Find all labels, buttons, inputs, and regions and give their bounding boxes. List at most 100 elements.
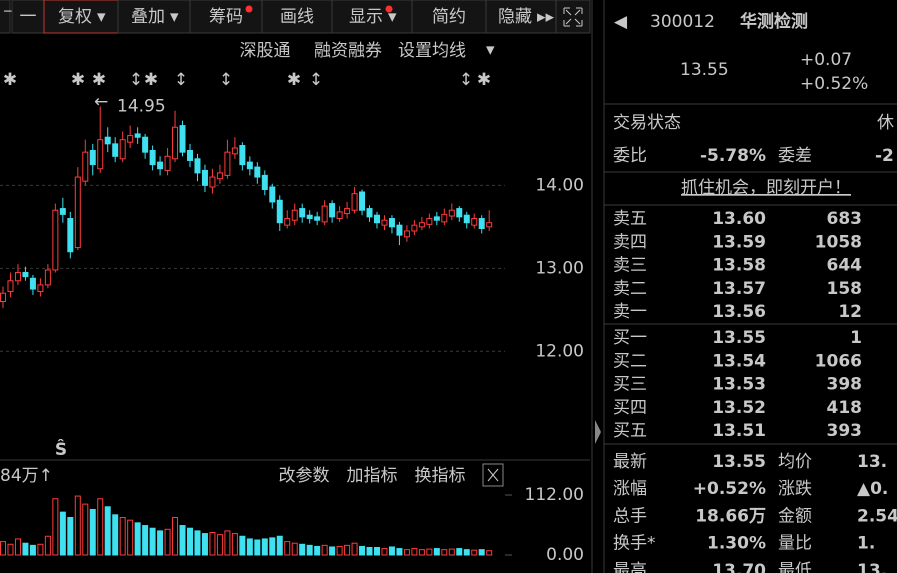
candle-body xyxy=(254,166,261,178)
indicator-menu[interactable]: 加指标 xyxy=(347,466,398,486)
collapse-handle[interactable] xyxy=(595,420,601,444)
volume-bar xyxy=(194,530,201,556)
y-tick-label: 112.00 xyxy=(525,485,584,505)
event-marker[interactable]: ✱ xyxy=(92,70,106,90)
book-volume: 418 xyxy=(827,398,863,418)
volume-bar xyxy=(22,542,29,556)
open-account-banner[interactable]: 抓住机会，即刻开户！ xyxy=(681,178,851,198)
close-indicator[interactable] xyxy=(482,463,504,487)
event-marker[interactable]: ↕ xyxy=(309,70,323,90)
candle-body xyxy=(82,151,89,182)
book-volume: 158 xyxy=(827,279,863,299)
stock-code: 300012 xyxy=(650,12,715,32)
candle-body xyxy=(366,208,373,218)
candle-body xyxy=(14,271,21,282)
volume-bar xyxy=(246,538,253,556)
sub-menu[interactable]: 设置均线 xyxy=(398,41,466,61)
candle-body xyxy=(336,211,343,220)
stat-label: 金额 xyxy=(778,506,812,526)
candle-body xyxy=(418,222,425,228)
toolbar-button[interactable] xyxy=(43,0,119,34)
candle-body xyxy=(351,193,358,211)
event-marker[interactable]: ✱ xyxy=(3,70,17,90)
volume-bar xyxy=(351,542,358,556)
event-marker[interactable]: ↕ xyxy=(174,70,188,90)
high-marker: 14.95 xyxy=(117,97,166,117)
candle-body xyxy=(231,147,238,155)
event-marker[interactable]: ✱ xyxy=(287,70,301,90)
candle-body xyxy=(344,208,351,215)
y-tick-label: 14.00 xyxy=(535,175,584,195)
volume-bar xyxy=(433,548,440,556)
high-arrow: ← xyxy=(94,92,108,112)
candle-body xyxy=(29,277,36,290)
stat-value: ▲0. xyxy=(857,479,888,499)
book-volume: 1 xyxy=(850,328,862,348)
volume-bar xyxy=(254,539,261,556)
candle-body xyxy=(209,176,216,188)
candle-body xyxy=(246,161,253,170)
book-level: 买五 xyxy=(613,421,647,441)
volume-bar xyxy=(471,549,478,556)
candle-body xyxy=(127,135,134,143)
candle-body xyxy=(433,216,440,221)
candle-body xyxy=(463,214,470,224)
book-volume: 393 xyxy=(827,421,863,441)
event-marker[interactable]: ✱ xyxy=(71,70,85,90)
volume-bar xyxy=(411,548,418,556)
candle-body xyxy=(403,230,410,238)
signal-marker[interactable]: Ŝ xyxy=(55,438,67,460)
volume-bar xyxy=(486,550,493,556)
toolbar-button[interactable] xyxy=(117,0,191,34)
volume-bar xyxy=(396,548,403,556)
event-marker[interactable]: ✱ xyxy=(144,70,158,90)
stat-label: 最新 xyxy=(613,452,647,472)
candle-body xyxy=(224,151,231,176)
candle-body xyxy=(411,224,418,232)
stat-label: 均价 xyxy=(778,452,812,472)
sub-menu[interactable]: 深股通 xyxy=(240,41,291,61)
candle-body xyxy=(172,126,179,160)
volume-bar xyxy=(29,544,36,556)
book-level: 买四 xyxy=(613,398,647,418)
fullscreen-button[interactable] xyxy=(555,0,591,34)
toolbar-button[interactable] xyxy=(261,0,333,34)
event-marker[interactable]: ↕ xyxy=(219,70,233,90)
prev-arrow[interactable]: ◀ xyxy=(614,12,628,32)
indicator-menu[interactable]: 改参数 xyxy=(279,466,330,486)
candle-body xyxy=(67,218,74,253)
candle-body xyxy=(157,161,164,170)
candle-body xyxy=(486,222,493,228)
volume-bar xyxy=(276,535,283,556)
event-marker[interactable]: ↕ xyxy=(459,70,473,90)
volume-bar xyxy=(179,525,186,556)
toolbar-button[interactable] xyxy=(485,0,557,34)
volume-bar xyxy=(104,506,111,556)
candle-body xyxy=(374,214,380,224)
volume-bar xyxy=(441,549,448,556)
volume-bar xyxy=(149,527,156,556)
candle-body xyxy=(149,149,156,166)
event-marker[interactable]: ↕ xyxy=(129,70,143,90)
volume-bar xyxy=(0,541,6,556)
candle-body xyxy=(59,208,66,215)
stat-label: 涨跌 xyxy=(778,479,812,499)
book-volume: 1066 xyxy=(815,351,862,371)
toolbar-label: 简约 xyxy=(432,7,466,27)
event-marker[interactable]: ✱ xyxy=(477,70,491,90)
volume-bar xyxy=(456,548,463,556)
ratio-value: -5.78% xyxy=(700,146,766,166)
indicator-menu[interactable]: 换指标 xyxy=(415,466,466,486)
toolbar-button[interactable] xyxy=(331,0,413,34)
volume-bar xyxy=(381,548,388,556)
volume-bar xyxy=(426,548,433,556)
button-frame[interactable] xyxy=(0,0,11,34)
volume-bar xyxy=(359,545,366,556)
book-price: 13.55 xyxy=(712,328,766,348)
toolbar-button[interactable] xyxy=(189,0,263,34)
sub-menu[interactable]: 融资融券 xyxy=(314,41,382,61)
book-level: 卖五 xyxy=(613,209,647,229)
book-volume: 644 xyxy=(827,256,863,276)
book-price: 13.52 xyxy=(712,398,766,418)
